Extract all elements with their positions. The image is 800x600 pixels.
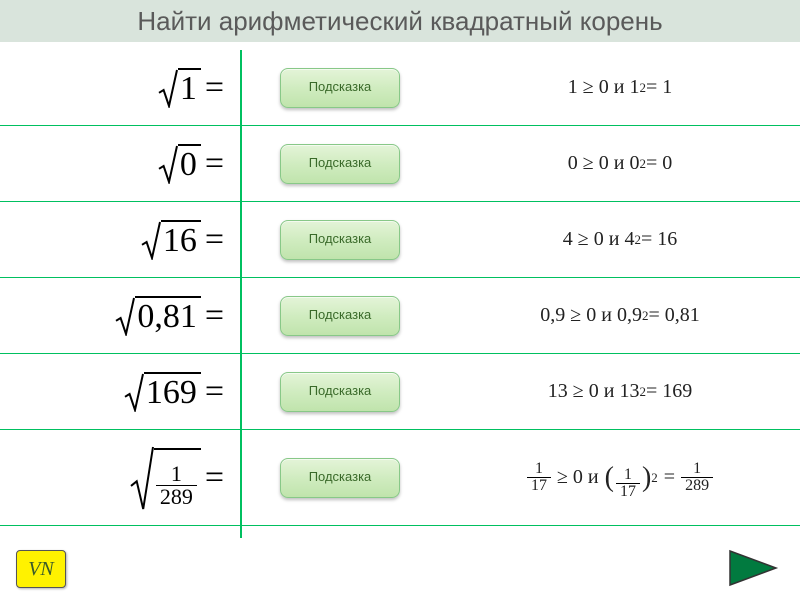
vn-badge[interactable]: VN [16,550,66,588]
hint-cell: Подсказка [240,372,440,412]
header-bar: Найти арифметический квадратный корень [0,0,800,42]
problem-cell: 1289 = [0,445,240,511]
page-title: Найти арифметический квадратный корень [137,6,662,37]
hint-cell: Подсказка [240,144,440,184]
exercise-row: 1289 = Подсказка 117 ≥ 0 и ( 117 )2 = 12… [0,430,800,526]
hint-button[interactable]: Подсказка [280,220,400,260]
exercise-row: 0,81 = Подсказка 0,9 ≥ 0 и 0,92 = 0,81 [0,278,800,354]
next-button[interactable] [726,548,780,588]
exercise-row: 0 = Подсказка 0 ≥ 0 и 02 = 0 [0,126,800,202]
answer-cell: 117 ≥ 0 и ( 117 )2 = 1289 [440,455,800,500]
problem-cell: 169 = [0,372,240,412]
hint-button[interactable]: Подсказка [280,458,400,498]
hint-button[interactable]: Подсказка [280,372,400,412]
problem-cell: 0,81 = [0,296,240,336]
main-content: 1 = Подсказка 1 ≥ 0 и 12 = 1 0 = Подсказ… [0,50,800,526]
answer-cell: 0 ≥ 0 и 02 = 0 [440,152,800,175]
hint-cell: Подсказка [240,296,440,336]
hint-button[interactable]: Подсказка [280,68,400,108]
hint-button[interactable]: Подсказка [280,296,400,336]
hint-cell: Подсказка [240,68,440,108]
play-icon [726,548,780,588]
exercise-row: 169 = Подсказка 13 ≥ 0 и 132 = 169 [0,354,800,430]
problem-cell: 1 = [0,68,240,108]
hint-button[interactable]: Подсказка [280,144,400,184]
answer-cell: 0,9 ≥ 0 и 0,92 = 0,81 [440,304,800,327]
problem-cell: 16 = [0,220,240,260]
vn-label: VN [28,558,54,581]
answer-cell: 4 ≥ 0 и 42 = 16 [440,228,800,251]
hint-cell: Подсказка [240,220,440,260]
hint-cell: Подсказка [240,458,440,498]
exercise-row: 16 = Подсказка 4 ≥ 0 и 42 = 16 [0,202,800,278]
exercise-row: 1 = Подсказка 1 ≥ 0 и 12 = 1 [0,50,800,126]
answer-cell: 1 ≥ 0 и 12 = 1 [440,76,800,99]
problem-cell: 0 = [0,144,240,184]
answer-cell: 13 ≥ 0 и 132 = 169 [440,380,800,403]
